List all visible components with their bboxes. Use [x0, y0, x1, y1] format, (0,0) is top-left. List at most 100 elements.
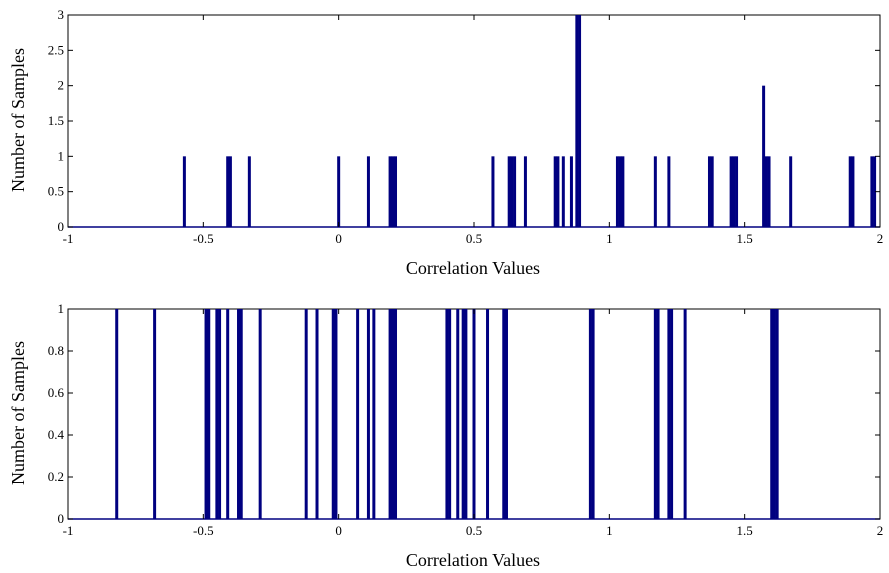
- bar: [448, 309, 452, 519]
- bar: [707, 156, 711, 227]
- y-axis-label-bottom: Number of Samples: [8, 341, 28, 485]
- bar: [394, 309, 398, 519]
- bar: [486, 309, 490, 519]
- bar: [618, 156, 622, 227]
- bar: [578, 15, 582, 227]
- bar: [372, 309, 376, 519]
- bar: [653, 156, 657, 227]
- bar: [621, 156, 625, 227]
- y-tick-label: 0: [58, 219, 65, 234]
- bar: [239, 309, 243, 519]
- bar: [656, 309, 660, 519]
- x-tick-label: 2: [877, 523, 884, 538]
- y-tick-label: 0.2: [48, 469, 64, 484]
- bar: [391, 156, 395, 227]
- bar: [464, 309, 468, 519]
- bar: [472, 309, 476, 519]
- bar: [683, 309, 687, 519]
- bar: [304, 309, 308, 519]
- bar: [228, 156, 232, 227]
- y-axis-label-top: Number of Samples: [8, 48, 28, 192]
- bar: [775, 309, 779, 519]
- histogram-top: Number of Samples Correlation Values -1 -…: [8, 7, 883, 278]
- bar: [653, 309, 657, 519]
- bar: [553, 156, 557, 227]
- histogram-bottom: Number of Samples Correlation Values -1 -…: [8, 301, 883, 570]
- bar: [215, 309, 219, 519]
- bar: [153, 309, 157, 519]
- y-tick-label: 3: [58, 7, 65, 22]
- bar: [247, 156, 251, 227]
- x-axis-label-top: Correlation Values: [406, 258, 540, 278]
- axes-frame: [67, 14, 881, 228]
- bar: [789, 156, 793, 227]
- x-tick-label: 0: [335, 231, 342, 246]
- bar: [204, 309, 208, 519]
- bar: [670, 309, 674, 519]
- bar: [523, 156, 527, 227]
- bar: [461, 309, 465, 519]
- x-tick-label: 1: [606, 231, 613, 246]
- y-tick-label: 1: [58, 148, 65, 163]
- bar: [588, 309, 592, 519]
- bar: [115, 309, 119, 519]
- bar: [366, 156, 370, 227]
- bar: [762, 85, 766, 227]
- bar: [591, 309, 595, 519]
- bar: [315, 309, 319, 519]
- x-tick-label: 2: [877, 231, 884, 246]
- x-tick-label: 0: [335, 523, 342, 538]
- bar: [575, 15, 579, 227]
- bar: [510, 156, 514, 227]
- x-tick-label: 0.5: [466, 523, 482, 538]
- y-tick-label: 0: [58, 511, 65, 526]
- bar: [513, 156, 517, 227]
- bar: [710, 156, 714, 227]
- bar: [394, 156, 398, 227]
- y-tick-label: 2: [58, 78, 65, 93]
- x-tick-label: 1.5: [737, 231, 753, 246]
- bar: [667, 156, 671, 227]
- y-tick-label: 1.5: [48, 113, 64, 128]
- x-tick-label: 1.5: [737, 523, 753, 538]
- bar: [615, 156, 619, 227]
- x-tick-label: 0.5: [466, 231, 482, 246]
- bar: [491, 156, 495, 227]
- bar: [667, 309, 671, 519]
- bar: [569, 156, 573, 227]
- bar: [504, 309, 508, 519]
- bar: [207, 309, 211, 519]
- bar: [226, 156, 230, 227]
- bar: [237, 309, 241, 519]
- bar: [873, 156, 877, 227]
- bar: [331, 309, 335, 519]
- bar: [356, 309, 360, 519]
- bar: [388, 309, 392, 519]
- bar: [561, 156, 565, 227]
- bar: [388, 156, 392, 227]
- bar: [337, 156, 341, 227]
- y-tick-label: 0.6: [48, 385, 65, 400]
- bar: [772, 309, 776, 519]
- y-tick-label: 1: [58, 301, 65, 316]
- bar: [732, 156, 736, 227]
- y-tick-label: 0.4: [48, 427, 65, 442]
- x-tick-label: 1: [606, 523, 613, 538]
- y-tick-label: 0.5: [48, 184, 64, 199]
- bar: [870, 156, 874, 227]
- x-tick-label: -1: [63, 523, 74, 538]
- bar: [729, 156, 733, 227]
- bar: [226, 309, 230, 519]
- bar: [182, 156, 186, 227]
- bar: [258, 309, 262, 519]
- x-axis-label-bottom: Correlation Values: [406, 550, 540, 570]
- bar: [366, 309, 370, 519]
- bar: [767, 156, 771, 227]
- bar: [391, 309, 395, 519]
- bar: [507, 156, 511, 227]
- y-tick-label: 0.8: [48, 343, 64, 358]
- y-tick-label: 2.5: [48, 42, 64, 57]
- bar: [764, 156, 768, 227]
- x-tick-label: -0.5: [193, 523, 214, 538]
